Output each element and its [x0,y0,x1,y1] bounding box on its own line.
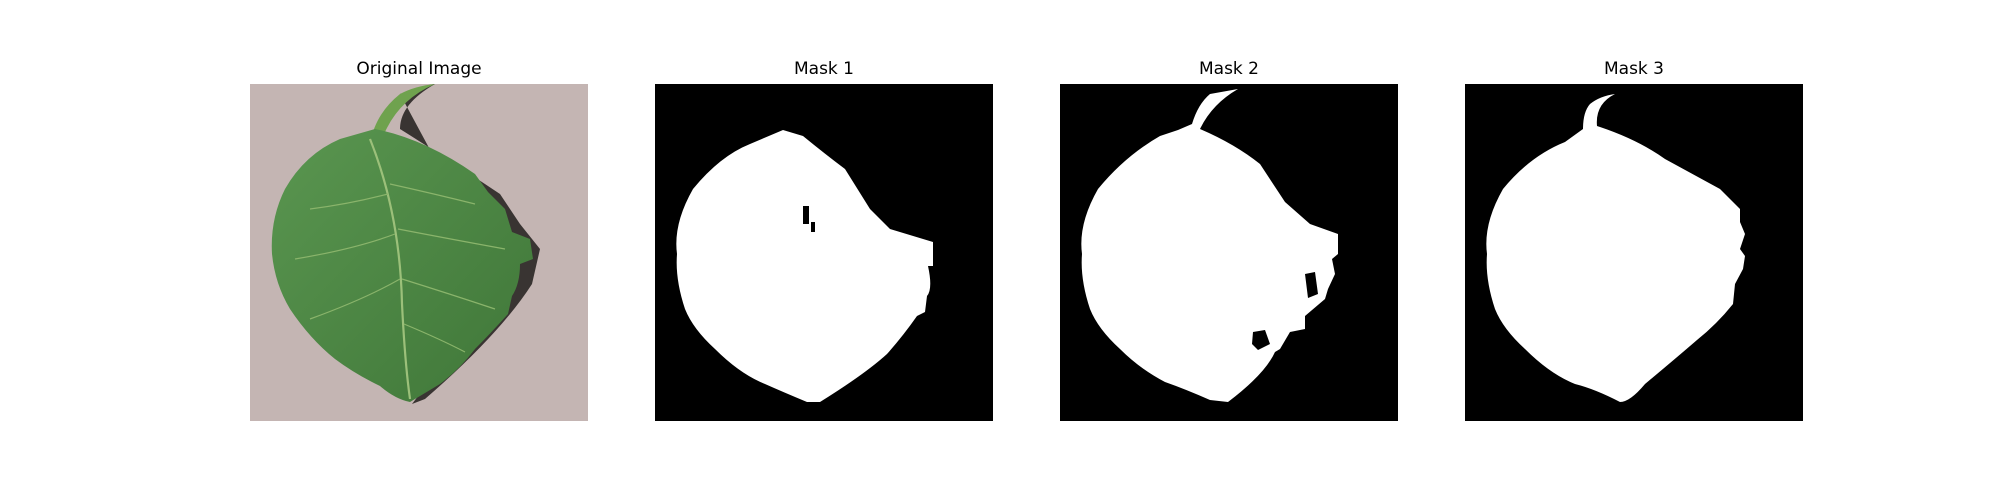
mask-1-image [655,84,993,421]
panel-title-original-image: Original Image [356,59,482,79]
panel-title-mask-3: Mask 3 [1603,59,1664,79]
mask-1-panel [655,84,993,421]
original-image-panel [250,84,588,421]
mask-2-image [1060,84,1398,421]
mask-2-panel [1060,84,1398,421]
panel-title-mask-2: Mask 2 [1198,59,1259,79]
mask-3-image [1465,84,1803,421]
panel-title-mask-1: Mask 1 [793,59,854,79]
mask-3-panel [1465,84,1803,421]
original-leaf-image [250,84,588,421]
